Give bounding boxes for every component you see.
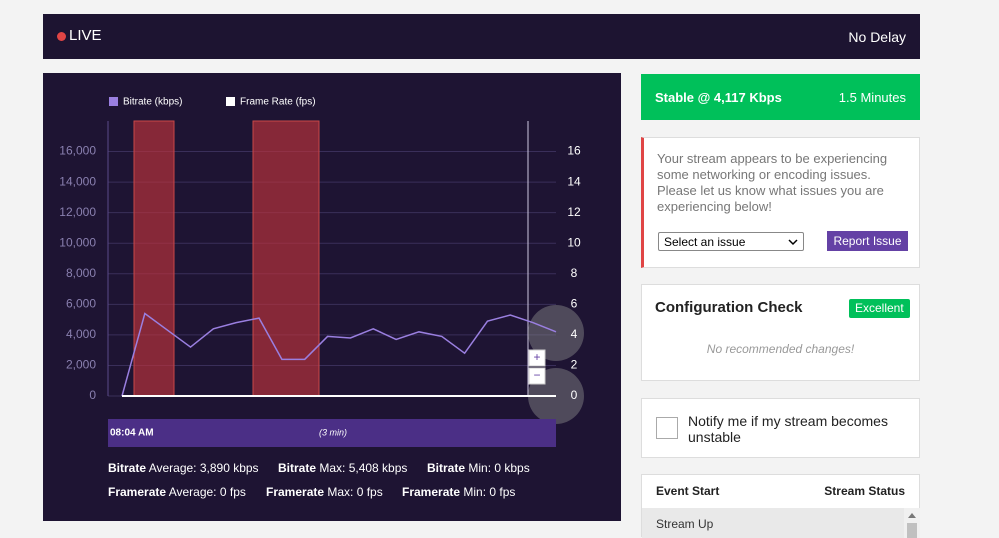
y-tick-label: 6,000 bbox=[66, 297, 96, 311]
stat-label: Framerate bbox=[108, 485, 167, 499]
events-table: Event Start Stream Status Stream Up bbox=[641, 474, 920, 538]
timeline-duration: (3 min) bbox=[319, 427, 347, 437]
issue-band bbox=[252, 120, 320, 397]
stat-text: Average: 3,890 kbps bbox=[148, 461, 259, 475]
y-tick-label: 14,000 bbox=[59, 174, 96, 188]
status-duration: 1.5 Minutes bbox=[838, 90, 906, 105]
scroll-arrow bbox=[908, 513, 916, 518]
issue-card: Your stream appears to be experiencing s… bbox=[641, 137, 920, 268]
y-tick-label: 2,000 bbox=[66, 358, 96, 372]
y-tick-label: 10,000 bbox=[59, 235, 96, 249]
events-header: Event Start bbox=[656, 484, 720, 498]
issue-select[interactable]: Select an issue bbox=[658, 232, 804, 251]
delay-label: No Delay bbox=[848, 29, 906, 45]
y-tick-label: 8,000 bbox=[66, 266, 96, 280]
issue-select-text: Select an issue bbox=[664, 235, 746, 249]
events-row: Stream Up bbox=[642, 508, 904, 538]
y-tick-label: 0 bbox=[89, 388, 96, 402]
config-card: Configuration Check Excellent No recomme… bbox=[641, 284, 920, 381]
stat: Framerate Max: 0 fps bbox=[266, 485, 383, 499]
legend-swatch bbox=[226, 97, 235, 106]
events-header: Stream Status bbox=[824, 484, 905, 498]
zoom-in[interactable] bbox=[528, 349, 546, 367]
chart: 08:04 AM (3 min) + − 0 2,000 4,000 6,000 8,0… bbox=[59, 97, 584, 447]
stat-text: Max: 5,408 kbps bbox=[319, 461, 408, 475]
y2-tick-label: 8 bbox=[571, 266, 578, 280]
stat-label: Bitrate bbox=[108, 461, 147, 475]
zoom-out[interactable] bbox=[528, 367, 546, 385]
y-tick-label: 12,000 bbox=[59, 205, 96, 219]
notify-label: Notify me if my stream becomes unstable bbox=[688, 413, 888, 445]
stat-text: Min: 0 fps bbox=[463, 485, 516, 499]
y2-tick-label: 10 bbox=[567, 235, 581, 249]
stat: Bitrate Average: 3,890 kbps bbox=[108, 461, 259, 475]
stat: Framerate Min: 0 fps bbox=[402, 485, 515, 499]
timeline-bar bbox=[108, 419, 556, 447]
status-text: Stable @ 4,117 Kbps bbox=[655, 90, 782, 105]
stat-label: Framerate bbox=[402, 485, 461, 499]
zoom-in-label: + bbox=[533, 350, 540, 364]
y-tick-label: 4,000 bbox=[66, 327, 96, 341]
hover-halo bbox=[528, 305, 584, 361]
scroll-thumb bbox=[907, 523, 917, 538]
notify-card: Notify me if my stream becomes unstable bbox=[641, 398, 920, 458]
stat: Framerate Average: 0 fps bbox=[108, 485, 246, 499]
config-note: No recommended changes! bbox=[706, 342, 855, 356]
stat-label: Bitrate bbox=[427, 461, 466, 475]
notify-checkbox[interactable] bbox=[656, 417, 678, 439]
scrollbar[interactable] bbox=[904, 508, 920, 538]
status-banner: Stable @ 4,117 Kbps 1.5 Minutes bbox=[641, 74, 920, 120]
live-label: LIVE bbox=[69, 27, 102, 44]
events-cell: Stream Up bbox=[656, 517, 714, 531]
issue-band bbox=[133, 120, 175, 397]
config-title: Configuration Check bbox=[655, 299, 803, 316]
stat: Bitrate Max: 5,408 kbps bbox=[278, 461, 407, 475]
stat-text: Average: 0 fps bbox=[168, 485, 246, 499]
series-line bbox=[121, 312, 557, 397]
chart-panel: 08:04 AM (3 min) + − 0 2,000 4,000 6,000 8,0… bbox=[43, 73, 621, 521]
stat-text: Max: 0 fps bbox=[327, 485, 383, 499]
stat-label: Framerate bbox=[266, 485, 325, 499]
live-dot bbox=[57, 32, 66, 41]
legend-swatch bbox=[109, 97, 118, 106]
y2-tick-label: 6 bbox=[571, 297, 578, 311]
zoom-out-label: − bbox=[533, 368, 540, 382]
stat: Bitrate Min: 0 kbps bbox=[427, 461, 530, 475]
y2-tick-label: 12 bbox=[567, 205, 581, 219]
select-arrow bbox=[788, 239, 798, 246]
y2-tick-label: 14 bbox=[567, 174, 581, 188]
config-badge: Excellent bbox=[849, 299, 910, 318]
stat-text: Min: 0 kbps bbox=[468, 461, 530, 475]
report-button[interactable]: Report Issue bbox=[827, 231, 908, 251]
y2-tick-label: 16 bbox=[567, 144, 581, 158]
stat-label: Bitrate bbox=[278, 461, 317, 475]
issue-message: Your stream appears to be experiencing s… bbox=[657, 151, 888, 214]
legend-label: Bitrate (kbps) bbox=[123, 97, 182, 108]
top-bar: LIVE No Delay bbox=[43, 14, 920, 59]
y-tick-label: 16,000 bbox=[59, 144, 96, 158]
y2-tick-label: 2 bbox=[571, 358, 578, 372]
legend-label: Frame Rate (fps) bbox=[240, 97, 316, 108]
y2-tick-label: 0 bbox=[571, 388, 578, 402]
y2-tick-label: 4 bbox=[571, 327, 578, 341]
timeline-start: 08:04 AM bbox=[110, 428, 154, 439]
